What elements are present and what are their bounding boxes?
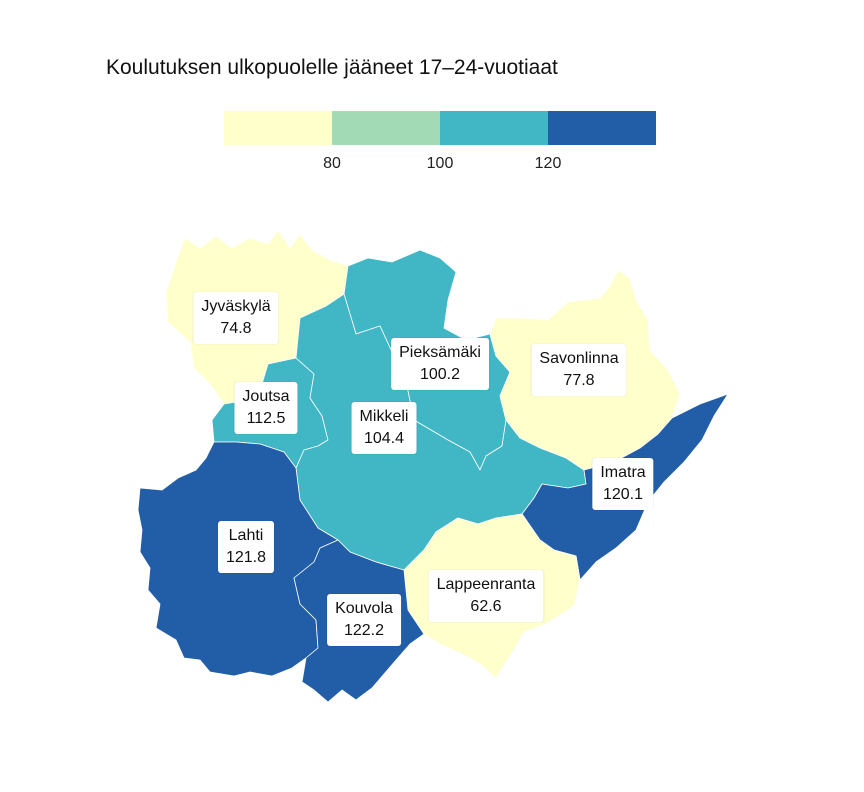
region-value: 121.8	[225, 549, 267, 566]
region-value: 77.8	[563, 372, 595, 389]
region-name: Lappeenranta	[436, 576, 536, 593]
region-label-lahti: Lahti 121.8	[217, 521, 275, 573]
region-value: 120.1	[602, 486, 644, 503]
region-label-lappeenranta: Lappeenranta 62.6	[428, 570, 544, 622]
region-value: 100.2	[419, 366, 461, 383]
region-label-mikkeli: Mikkeli 104.4	[351, 402, 417, 454]
region-name: Joutsa	[242, 388, 290, 405]
region-name: Kouvola	[335, 600, 393, 617]
region-value: 104.4	[363, 430, 405, 447]
region-label-pieksamaki: Pieksämäki 100.2	[391, 338, 489, 390]
region-value: 62.6	[470, 598, 502, 615]
region-label-imatra: Imatra 120.1	[592, 458, 654, 510]
legend-swatch-high	[548, 111, 656, 145]
region-name: Savonlinna	[539, 350, 619, 367]
region-label-joutsa: Joutsa 112.5	[234, 382, 298, 434]
map-title: Koulutuksen ulkopuolelle jääneet 17–24-v…	[106, 56, 558, 79]
region-label-kouvola: Kouvola 122.2	[327, 594, 401, 646]
region-name: Pieksämäki	[399, 344, 481, 361]
legend-swatch-mid-high	[440, 111, 548, 145]
region-name: Imatra	[600, 464, 646, 481]
region-label-savonlinna: Savonlinna 77.8	[531, 344, 627, 396]
legend-tick-120: 120	[534, 155, 562, 172]
region-label-jyvaskyla: Jyväskylä 74.8	[193, 292, 279, 344]
color-legend: 80 100 120	[224, 111, 656, 181]
region-value: 122.2	[343, 622, 385, 639]
legend-swatch-mid-low	[332, 111, 440, 145]
region-name: Mikkeli	[359, 408, 409, 425]
legend-tick-100: 100	[426, 155, 454, 172]
region-value: 112.5	[246, 410, 286, 427]
region-name: Jyväskylä	[201, 298, 271, 315]
legend-swatch-low	[224, 111, 332, 145]
region-name: Lahti	[228, 527, 264, 544]
region-value: 74.8	[220, 320, 252, 337]
legend-tick-80: 80	[323, 155, 341, 172]
